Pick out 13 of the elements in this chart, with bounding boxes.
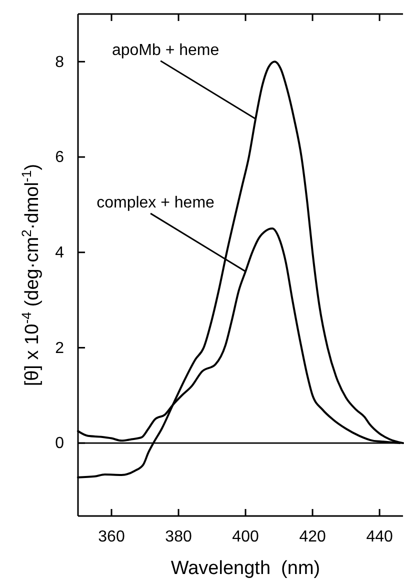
y-tick-label: 0 [55,435,64,452]
y-tick-label: 2 [55,340,64,357]
y-tick-label: 8 [55,54,64,71]
x-tick-label: 380 [165,528,192,546]
y-tick-label: 4 [55,244,64,262]
x-axis-title: Wavelength (nm) [170,558,320,579]
x-tick-label: 360 [98,528,125,546]
x-tick-label: 420 [299,528,326,546]
x-tick-label: 440 [366,528,393,546]
text: complex + heme [96,194,215,212]
text: apoMb + heme [112,42,220,59]
y-tick-label: 6 [55,149,64,166]
x-tick-label: 400 [232,528,259,546]
